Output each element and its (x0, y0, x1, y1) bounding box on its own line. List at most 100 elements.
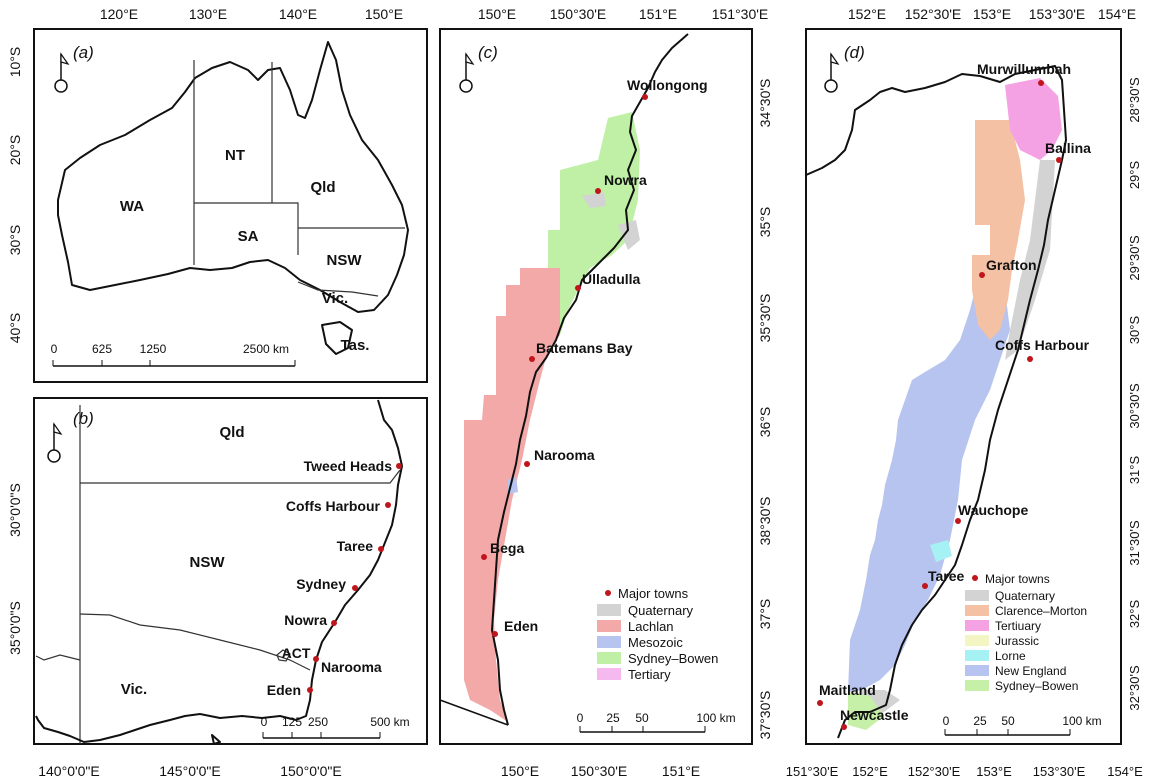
tasmania-coastline (321, 321, 353, 355)
town-coffs-harbour: Coffs Harbour (286, 498, 391, 514)
state-label-nsw: NSW (327, 252, 363, 269)
town-eden: Eden (267, 682, 313, 698)
town-marker (575, 285, 581, 291)
town-murwillumbah: Murwillumbah (977, 61, 1071, 86)
panel-d-right-tick: 28°30'S (1127, 77, 1142, 123)
panel-c-bottom-tick: 150°E (501, 763, 539, 779)
legend-label: Sydney–Bowen (628, 651, 718, 666)
town-label: Coffs Harbour (995, 337, 1090, 353)
town-newcastle: Newcastle (840, 707, 909, 730)
region-new-england (848, 290, 1010, 692)
legend-label: Mesozoic (628, 635, 683, 650)
state-label-vic: Vic. (121, 681, 147, 698)
legend-swatch (965, 650, 989, 661)
town-label: Murwillumbah (977, 61, 1071, 77)
panel-d-right-tick: 32°30'S (1127, 665, 1142, 711)
panel-c-top-tick: 151°E (639, 6, 677, 22)
panel-a-letter: (a) (73, 43, 94, 62)
state-label-nsw: NSW (190, 554, 226, 571)
panel-b-bottom-tick: 140°0'0"E (38, 763, 100, 779)
legend-swatch (965, 635, 989, 646)
legend-label: Lachlan (628, 619, 674, 634)
panel-a-left-tick: 40°S (7, 313, 23, 344)
panel-d-legend: Major towns Quaternary Clarence–Morton T… (965, 572, 1087, 693)
panel-b-frame (33, 397, 428, 745)
panel-c-top-tick: 151°30'E (712, 6, 769, 22)
panel-c-right-tick: 34°30'S (757, 79, 773, 128)
state-label-nt: NT (225, 147, 245, 164)
town-label: Taree (928, 568, 965, 584)
panel-c-right-tick: 36°S (757, 407, 773, 438)
legend-item: New England (965, 664, 1066, 678)
legend-label: New England (995, 664, 1066, 678)
island-coastline (211, 734, 221, 745)
panel-d-top-tick: 152°30'E (905, 6, 962, 22)
scale-label: 0 (261, 715, 268, 729)
legend-swatch (965, 605, 989, 616)
town-marker (492, 631, 498, 637)
legend-item: Sydney–Bowen (965, 679, 1078, 693)
panel-a-top-tick: 140°E (279, 6, 317, 22)
town-marker (817, 700, 823, 706)
town-marker (642, 94, 648, 100)
state-label-tas: Tas. (341, 337, 370, 354)
border-vic-sa (35, 654, 81, 661)
state-label-qld: Qld (220, 424, 245, 441)
town-label: Sydney (296, 576, 346, 592)
region-clarence-morton (972, 120, 1025, 340)
legend-item: Quaternary (965, 589, 1055, 603)
town-label: Narooma (534, 447, 595, 463)
region-lorne (930, 540, 952, 562)
scale-label: 25 (973, 714, 987, 728)
town-wauchope: Wauchope (955, 502, 1028, 524)
legend-swatch (597, 604, 621, 616)
town-eden: Eden (492, 618, 538, 637)
town-label: Tweed Heads (304, 458, 393, 474)
panel-c-legend: Major towns Quaternary Lachlan Mesozoic … (597, 586, 718, 682)
panel-a-top-tick: 130°E (189, 6, 227, 22)
scale-label: 0 (943, 714, 950, 728)
panel-c-bottom-tick: 151°E (662, 763, 700, 779)
state-border-line (439, 699, 509, 726)
legend-swatch (597, 636, 621, 648)
town-batemans-bay: Batemans Bay (529, 340, 633, 362)
legend-label: Quaternary (995, 589, 1055, 603)
town-marker (331, 620, 337, 626)
town-label: Nowra (604, 172, 647, 188)
town-label: Newcastle (840, 707, 909, 723)
town-marker (396, 463, 402, 469)
town-coffs-harbour: Coffs Harbour (995, 337, 1090, 362)
panel-a-left-tick: 20°S (7, 135, 23, 166)
legend-item: Jurassic (965, 634, 1039, 648)
panel-d-scale-bar: 0 25 50 100 km (943, 714, 1102, 736)
town-label: Narooma (321, 659, 382, 675)
legend-swatch (597, 652, 621, 664)
scale-label: 50 (1001, 714, 1015, 728)
panel-c-right-tick: 35°30'S (757, 294, 773, 343)
panel-b-bottom-tick: 145°0'0"E (159, 763, 221, 779)
town-label: Eden (267, 682, 301, 698)
legend-item: Tertiuary (965, 619, 1041, 633)
panel-a-left-tick: 30°S (7, 225, 23, 256)
panel-d-letter: (d) (844, 43, 865, 62)
panel-a-top-tick: 150°E (365, 6, 403, 22)
town-label: Grafton (986, 257, 1037, 273)
legend-swatch (597, 620, 621, 632)
region-quaternary (860, 160, 1055, 715)
australia-coastline (57, 41, 409, 313)
town-label: Nowra (284, 612, 327, 628)
region-quaternary (582, 192, 640, 250)
town-marker (955, 518, 961, 524)
legend-title: Major towns (618, 586, 689, 601)
town-bega: Bega (481, 540, 524, 560)
panel-b-bottom-tick: 150°0'0"E (280, 763, 342, 779)
town-taree: Taree (337, 538, 384, 554)
town-marker (378, 546, 384, 552)
town-marker (385, 502, 391, 508)
region-tertiuary (1005, 78, 1062, 160)
legend-item: Lorne (965, 649, 1026, 663)
town-tweed-heads: Tweed Heads (304, 458, 402, 474)
town-label: Maitland (819, 682, 876, 698)
town-marker (352, 585, 358, 591)
north-coast-coastline (805, 65, 1067, 739)
